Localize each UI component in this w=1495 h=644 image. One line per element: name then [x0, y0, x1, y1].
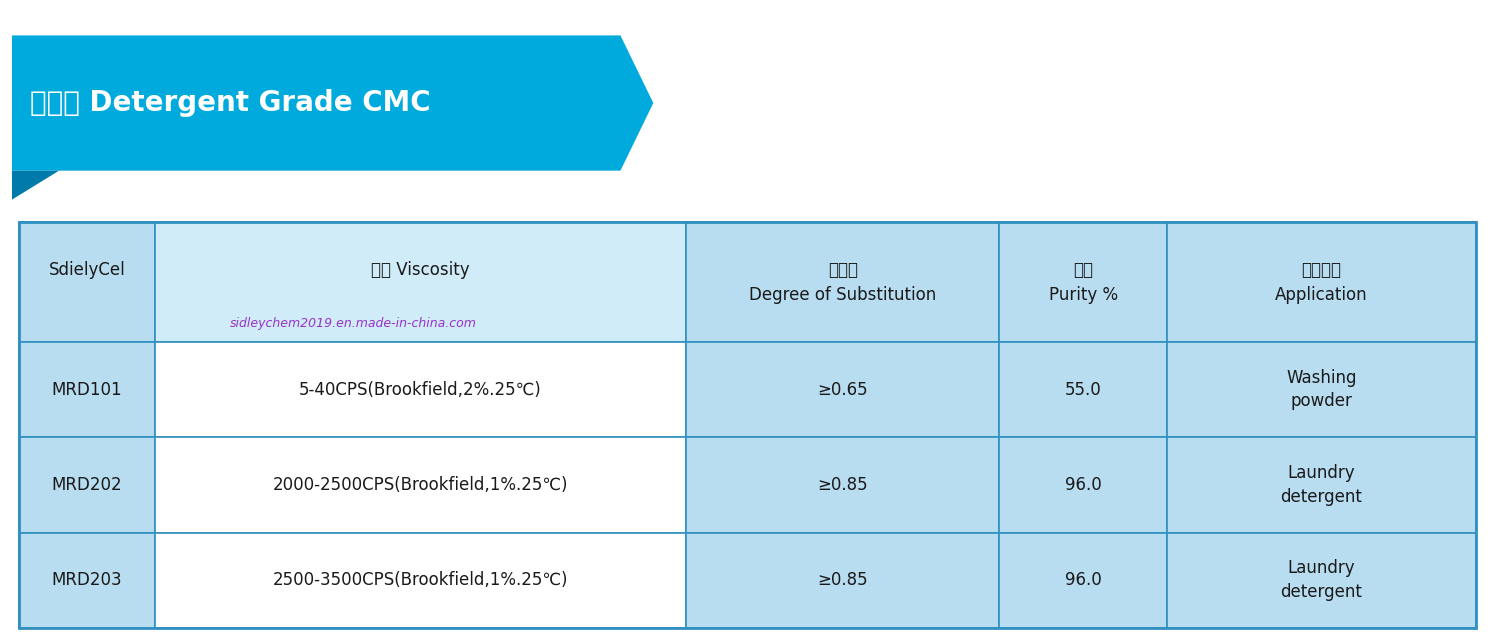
- Text: 纯度
Purity %: 纯度 Purity %: [1048, 261, 1118, 303]
- Text: 应用推荐
Application: 应用推荐 Application: [1275, 261, 1368, 303]
- Text: 取代度
Degree of Substitution: 取代度 Degree of Substitution: [749, 261, 936, 303]
- FancyBboxPatch shape: [19, 342, 155, 437]
- Text: Washing
powder: Washing powder: [1286, 369, 1356, 410]
- Text: 2500-3500CPS(Brookfield,1%.25℃): 2500-3500CPS(Brookfield,1%.25℃): [274, 571, 568, 589]
- FancyBboxPatch shape: [19, 222, 155, 342]
- Text: 5-40CPS(Brookfield,2%.25℃): 5-40CPS(Brookfield,2%.25℃): [299, 381, 543, 399]
- Text: 55.0: 55.0: [1064, 381, 1102, 399]
- FancyBboxPatch shape: [1000, 342, 1168, 437]
- FancyBboxPatch shape: [1168, 342, 1476, 437]
- Text: 2000-2500CPS(Brookfield,1%.25℃): 2000-2500CPS(Brookfield,1%.25℃): [274, 476, 568, 494]
- FancyBboxPatch shape: [155, 342, 686, 437]
- FancyBboxPatch shape: [686, 533, 1000, 628]
- Text: sidleychem2019.en.made-in-china.com: sidleychem2019.en.made-in-china.com: [229, 317, 477, 330]
- FancyBboxPatch shape: [155, 437, 686, 533]
- FancyBboxPatch shape: [1000, 222, 1168, 342]
- Text: MRD202: MRD202: [52, 476, 123, 494]
- Text: Laundry
detergent: Laundry detergent: [1280, 464, 1362, 506]
- Text: 洗涤剂 Detergent Grade CMC: 洗涤剂 Detergent Grade CMC: [30, 89, 431, 117]
- Polygon shape: [12, 35, 653, 171]
- Text: 96.0: 96.0: [1064, 476, 1102, 494]
- FancyBboxPatch shape: [686, 437, 1000, 533]
- Text: MRD203: MRD203: [52, 571, 123, 589]
- Text: Laundry
detergent: Laundry detergent: [1280, 560, 1362, 601]
- Text: ≥0.65: ≥0.65: [818, 381, 869, 399]
- FancyBboxPatch shape: [155, 533, 686, 628]
- Text: ≥0.85: ≥0.85: [818, 476, 869, 494]
- Text: SdielyCel: SdielyCel: [49, 261, 126, 279]
- Polygon shape: [12, 171, 60, 200]
- FancyBboxPatch shape: [1168, 437, 1476, 533]
- Text: ≥0.85: ≥0.85: [818, 571, 869, 589]
- FancyBboxPatch shape: [19, 437, 155, 533]
- FancyBboxPatch shape: [686, 222, 1000, 342]
- FancyBboxPatch shape: [1000, 533, 1168, 628]
- FancyBboxPatch shape: [1000, 437, 1168, 533]
- FancyBboxPatch shape: [1168, 533, 1476, 628]
- FancyBboxPatch shape: [155, 222, 686, 342]
- FancyBboxPatch shape: [686, 342, 1000, 437]
- FancyBboxPatch shape: [1168, 222, 1476, 342]
- Text: MRD101: MRD101: [52, 381, 123, 399]
- FancyBboxPatch shape: [19, 533, 155, 628]
- Text: 96.0: 96.0: [1064, 571, 1102, 589]
- Text: 粘度 Viscosity: 粘度 Viscosity: [371, 261, 469, 279]
